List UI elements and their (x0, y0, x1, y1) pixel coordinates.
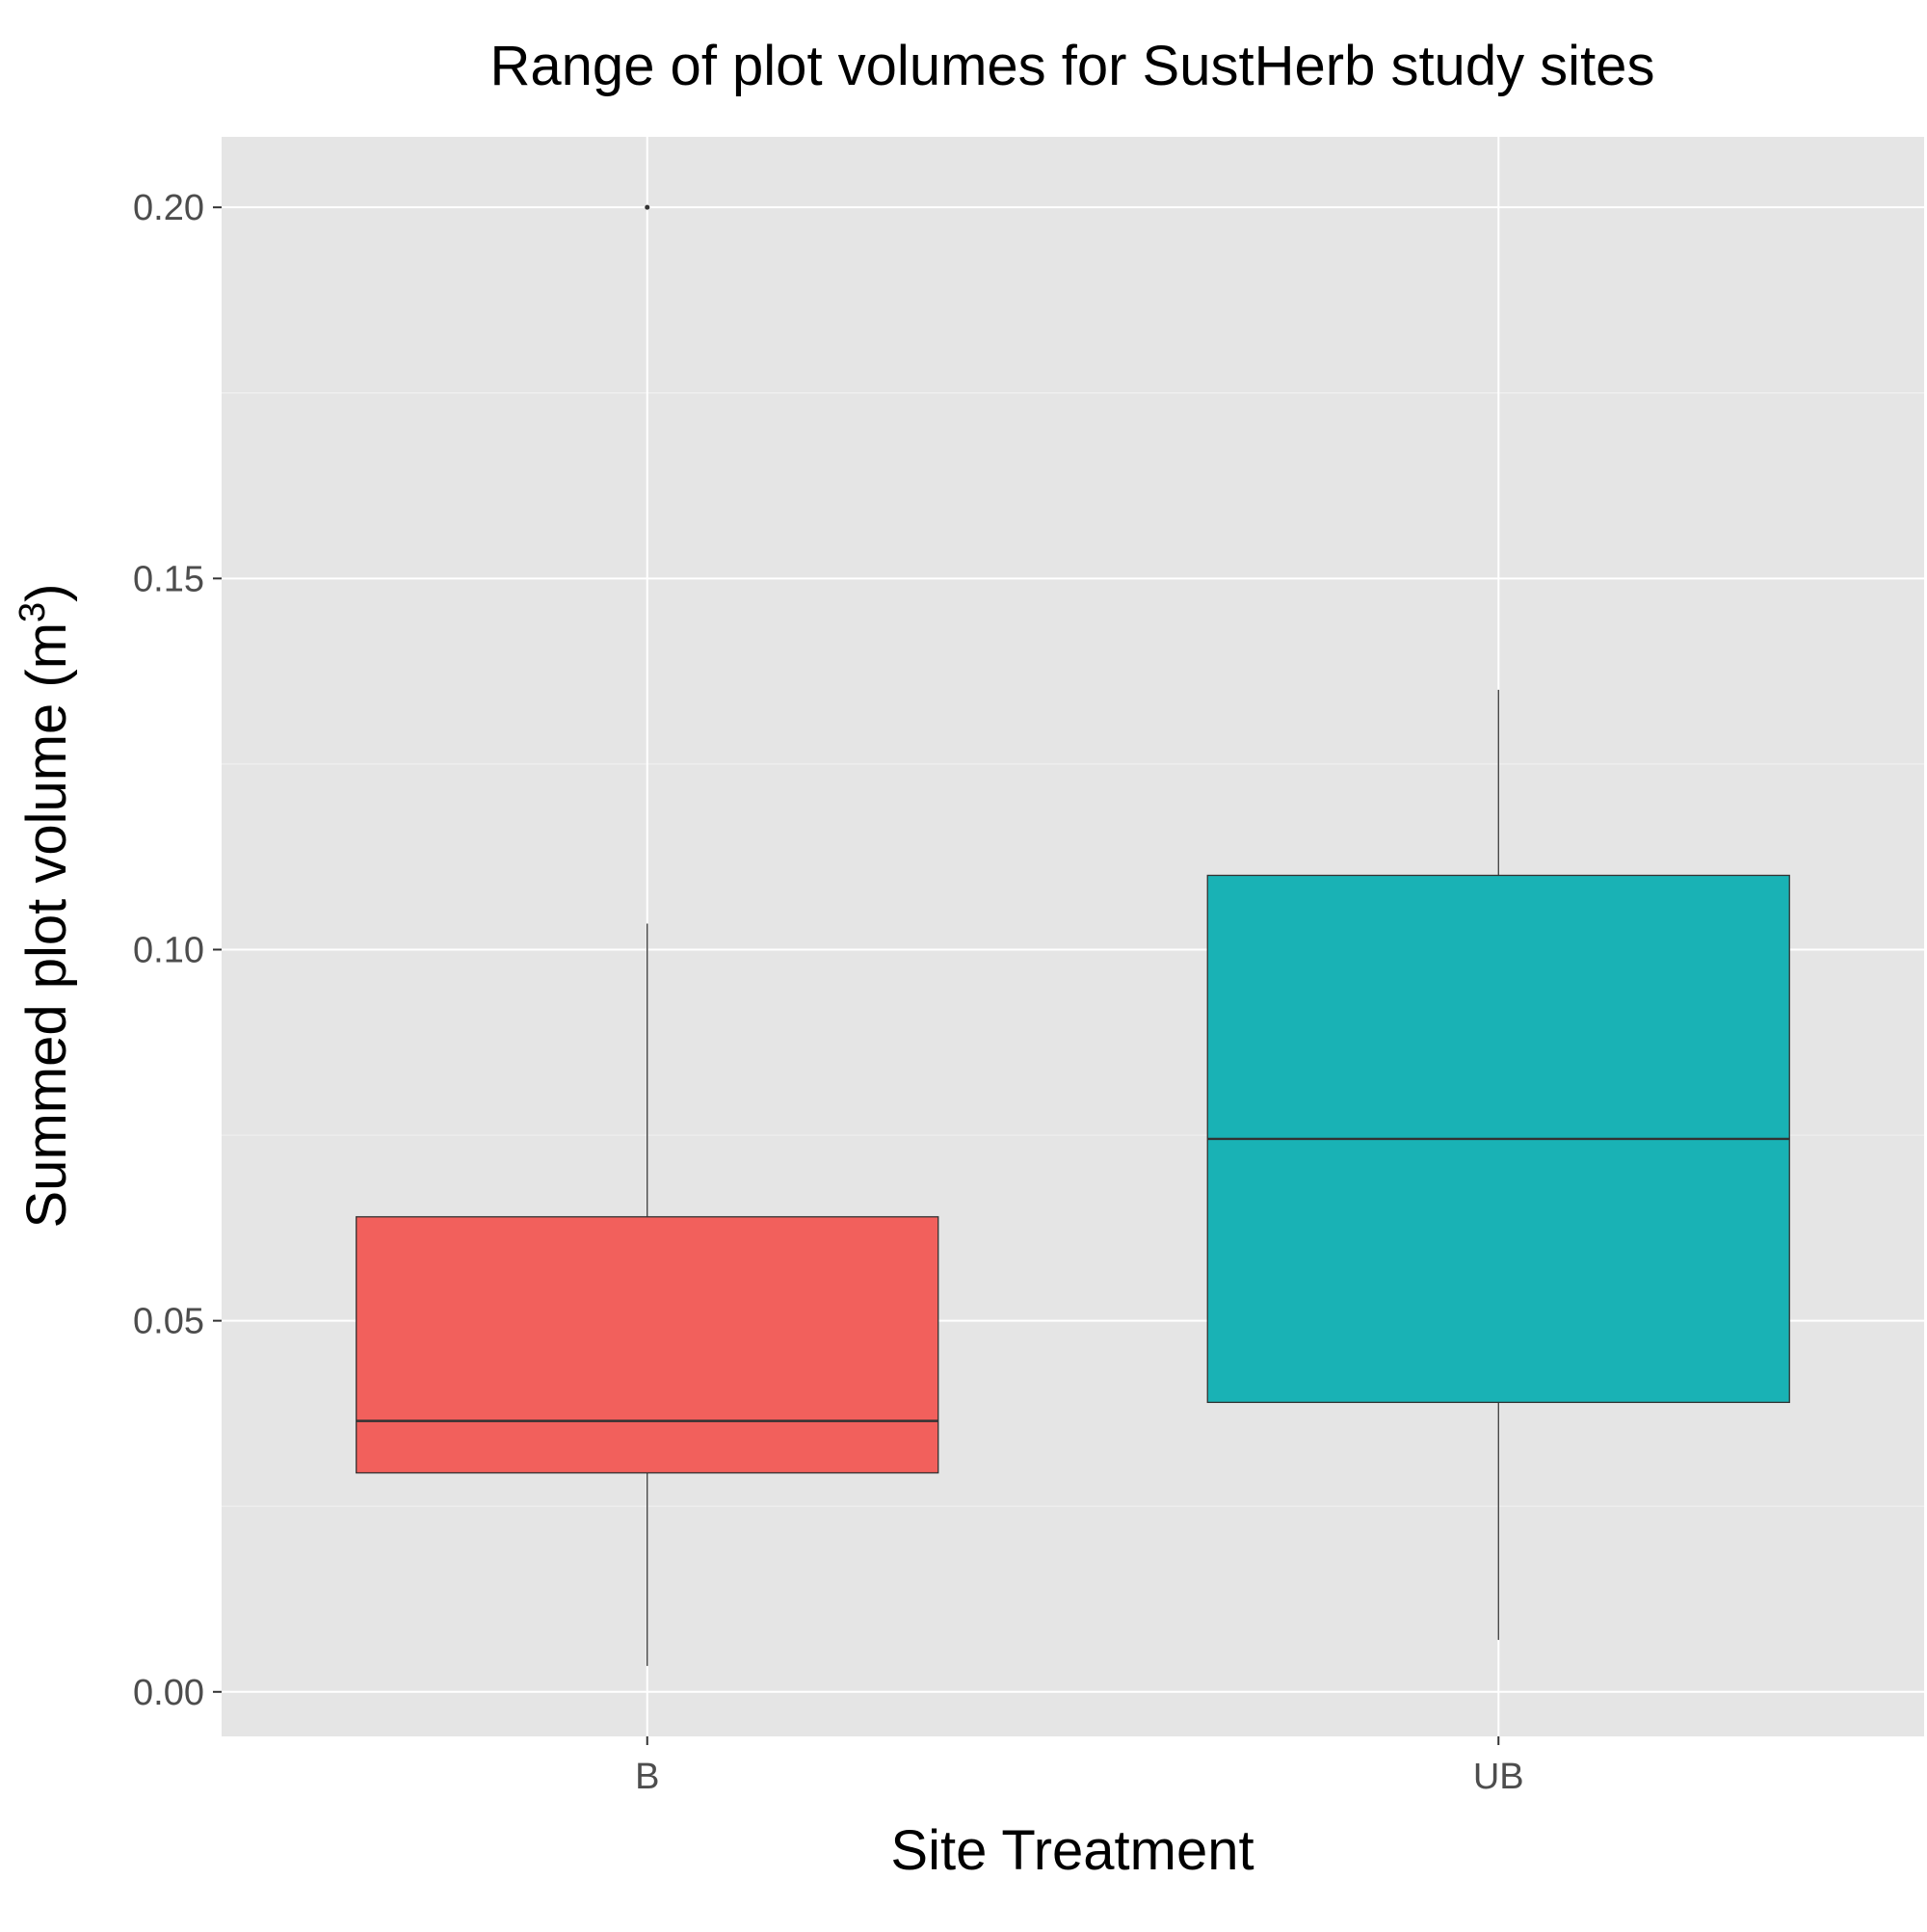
y-tick-label: 0.15 (133, 559, 204, 599)
y-tick-label: 0.05 (133, 1302, 204, 1342)
box-body (356, 1216, 939, 1474)
y-axis-title-text: Summed plot volume (m (15, 622, 78, 1229)
outlier-point (645, 204, 650, 210)
box-ub (1206, 689, 1790, 1640)
chart-title: Range of plot volumes for SustHerb study… (490, 35, 1655, 97)
x-axis-title: Site Treatment (890, 1819, 1254, 1882)
y-axis-title-suffix: ) (15, 583, 78, 601)
x-tick-label: UB (1473, 1757, 1524, 1797)
y-axis-title: Summed plot volume (m3) (13, 583, 78, 1228)
y-tick-label: 0.20 (133, 188, 204, 228)
y-axis: 0.00 0.05 0.10 0.15 0.20 (133, 188, 222, 1713)
x-axis: B UB (635, 1736, 1524, 1797)
box-b (356, 204, 939, 1666)
y-axis-title-superscript: 3 (13, 602, 53, 622)
y-tick-label: 0.00 (133, 1673, 204, 1713)
x-tick-label: B (635, 1757, 659, 1797)
boxes-layer (356, 204, 1790, 1666)
y-tick-label: 0.10 (133, 930, 204, 970)
